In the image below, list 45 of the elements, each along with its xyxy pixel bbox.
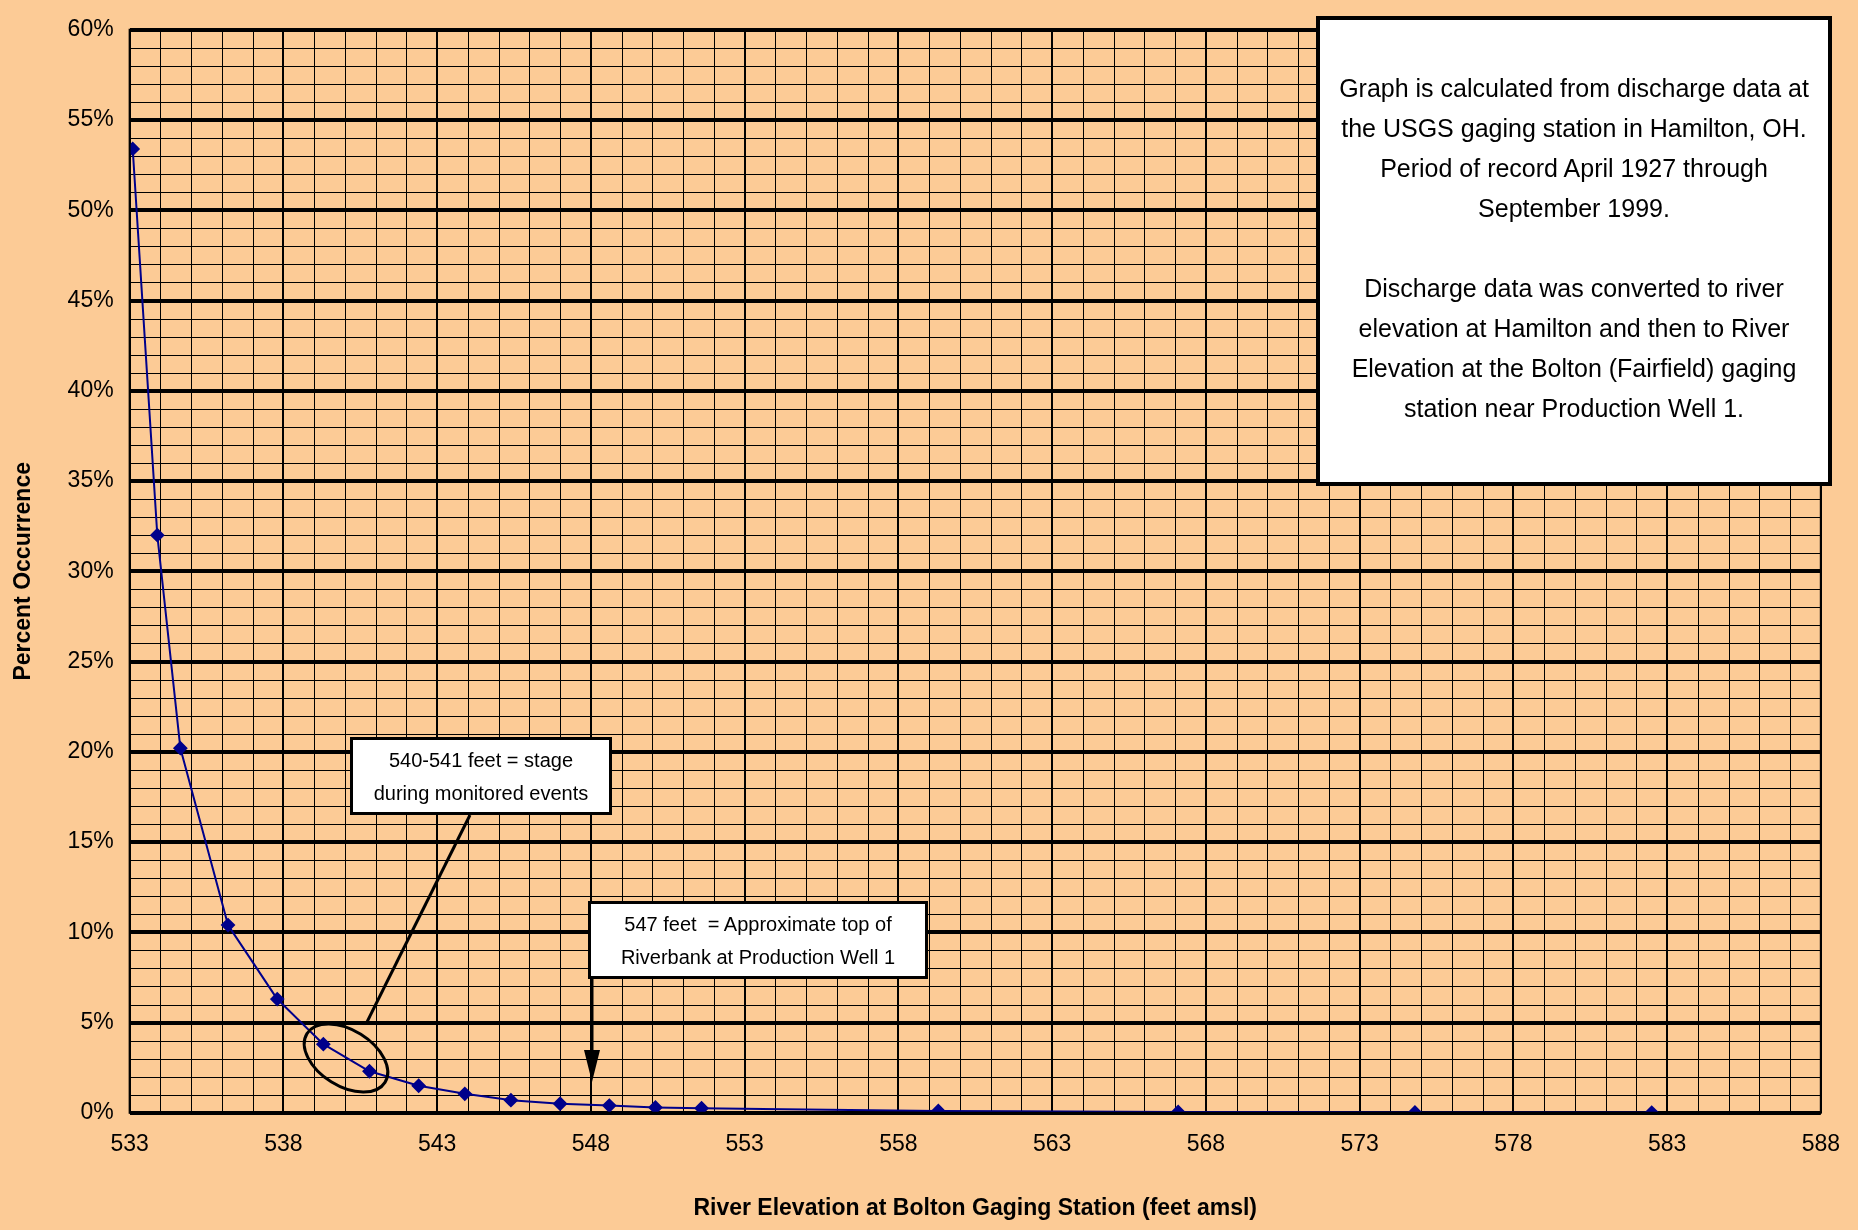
annotation: Discharge data was converted to river elevation at Hamilton and then to River Elevation at the Bolton (Fairfield) gaging station near Production Well 1.	[1350, 273, 1798, 424]
note-box: Graph is calculated from discharge data at the USGS gaging station in Hamilton, OH. Period of record April 1927 through September 1999. Discharge data was converted to river elevation at Hamilton and then to River Elevation at the Bolton (Fairfield) gaging station near Production Well 1.	[1316, 16, 1832, 486]
x-tick-label: 538	[264, 1129, 303, 1156]
note-box: 540-541 feet = stage during monitored events	[350, 737, 612, 815]
point	[411, 1078, 426, 1093]
point	[221, 918, 236, 933]
point	[648, 1100, 663, 1113]
note-box: 547 feet = Approximate top of Riverbank at Production Well 1	[588, 901, 928, 979]
y-tick-label: 15%	[67, 827, 114, 854]
x-tick-label: 553	[725, 1129, 764, 1156]
y-tick-label: 30%	[67, 556, 114, 583]
y-tick-label: 50%	[67, 195, 114, 222]
point	[173, 741, 188, 756]
y-tick-label: 45%	[67, 285, 114, 312]
point	[503, 1093, 518, 1108]
x-tick-label: 558	[879, 1129, 918, 1156]
point	[602, 1098, 617, 1113]
x-axis-title: River Elevation at Bolton Gaging Station (feet amsl)	[693, 1193, 1258, 1220]
y-tick-label: 25%	[67, 646, 114, 673]
y-tick-label: 60%	[67, 15, 114, 42]
x-tick-label: 588	[1801, 1129, 1840, 1156]
y-tick-label: 10%	[67, 917, 114, 944]
point	[362, 1064, 377, 1079]
x-tick-label: 578	[1494, 1129, 1533, 1156]
x-tick-label: 543	[417, 1129, 457, 1156]
point	[457, 1086, 472, 1101]
x-tick-label: 548	[571, 1129, 611, 1156]
point	[270, 992, 285, 1007]
y-tick-label: 5%	[80, 1007, 114, 1034]
x-tick-label: 568	[1186, 1129, 1226, 1156]
y-tick-label: 20%	[67, 737, 114, 764]
point	[316, 1037, 331, 1052]
point	[553, 1096, 568, 1111]
x-tick-label: 533	[110, 1129, 149, 1156]
x-tick-label: 583	[1647, 1129, 1687, 1156]
x-tick-label: 563	[1032, 1129, 1072, 1156]
point	[694, 1101, 709, 1113]
y-tick-label: 40%	[67, 376, 114, 403]
y-tick-label: 35%	[67, 466, 114, 493]
y-tick-label: 55%	[67, 105, 114, 132]
y-axis-title: Percent Occurrence	[9, 461, 36, 681]
annotation: Graph is calculated from discharge data at the USGS gaging station in Hamilton, OH. Period of record April 1927 through September 1999.	[1338, 73, 1810, 224]
point	[150, 528, 165, 543]
y-tick-label: 0%	[80, 1098, 114, 1125]
x-tick-label: 573	[1340, 1129, 1379, 1156]
